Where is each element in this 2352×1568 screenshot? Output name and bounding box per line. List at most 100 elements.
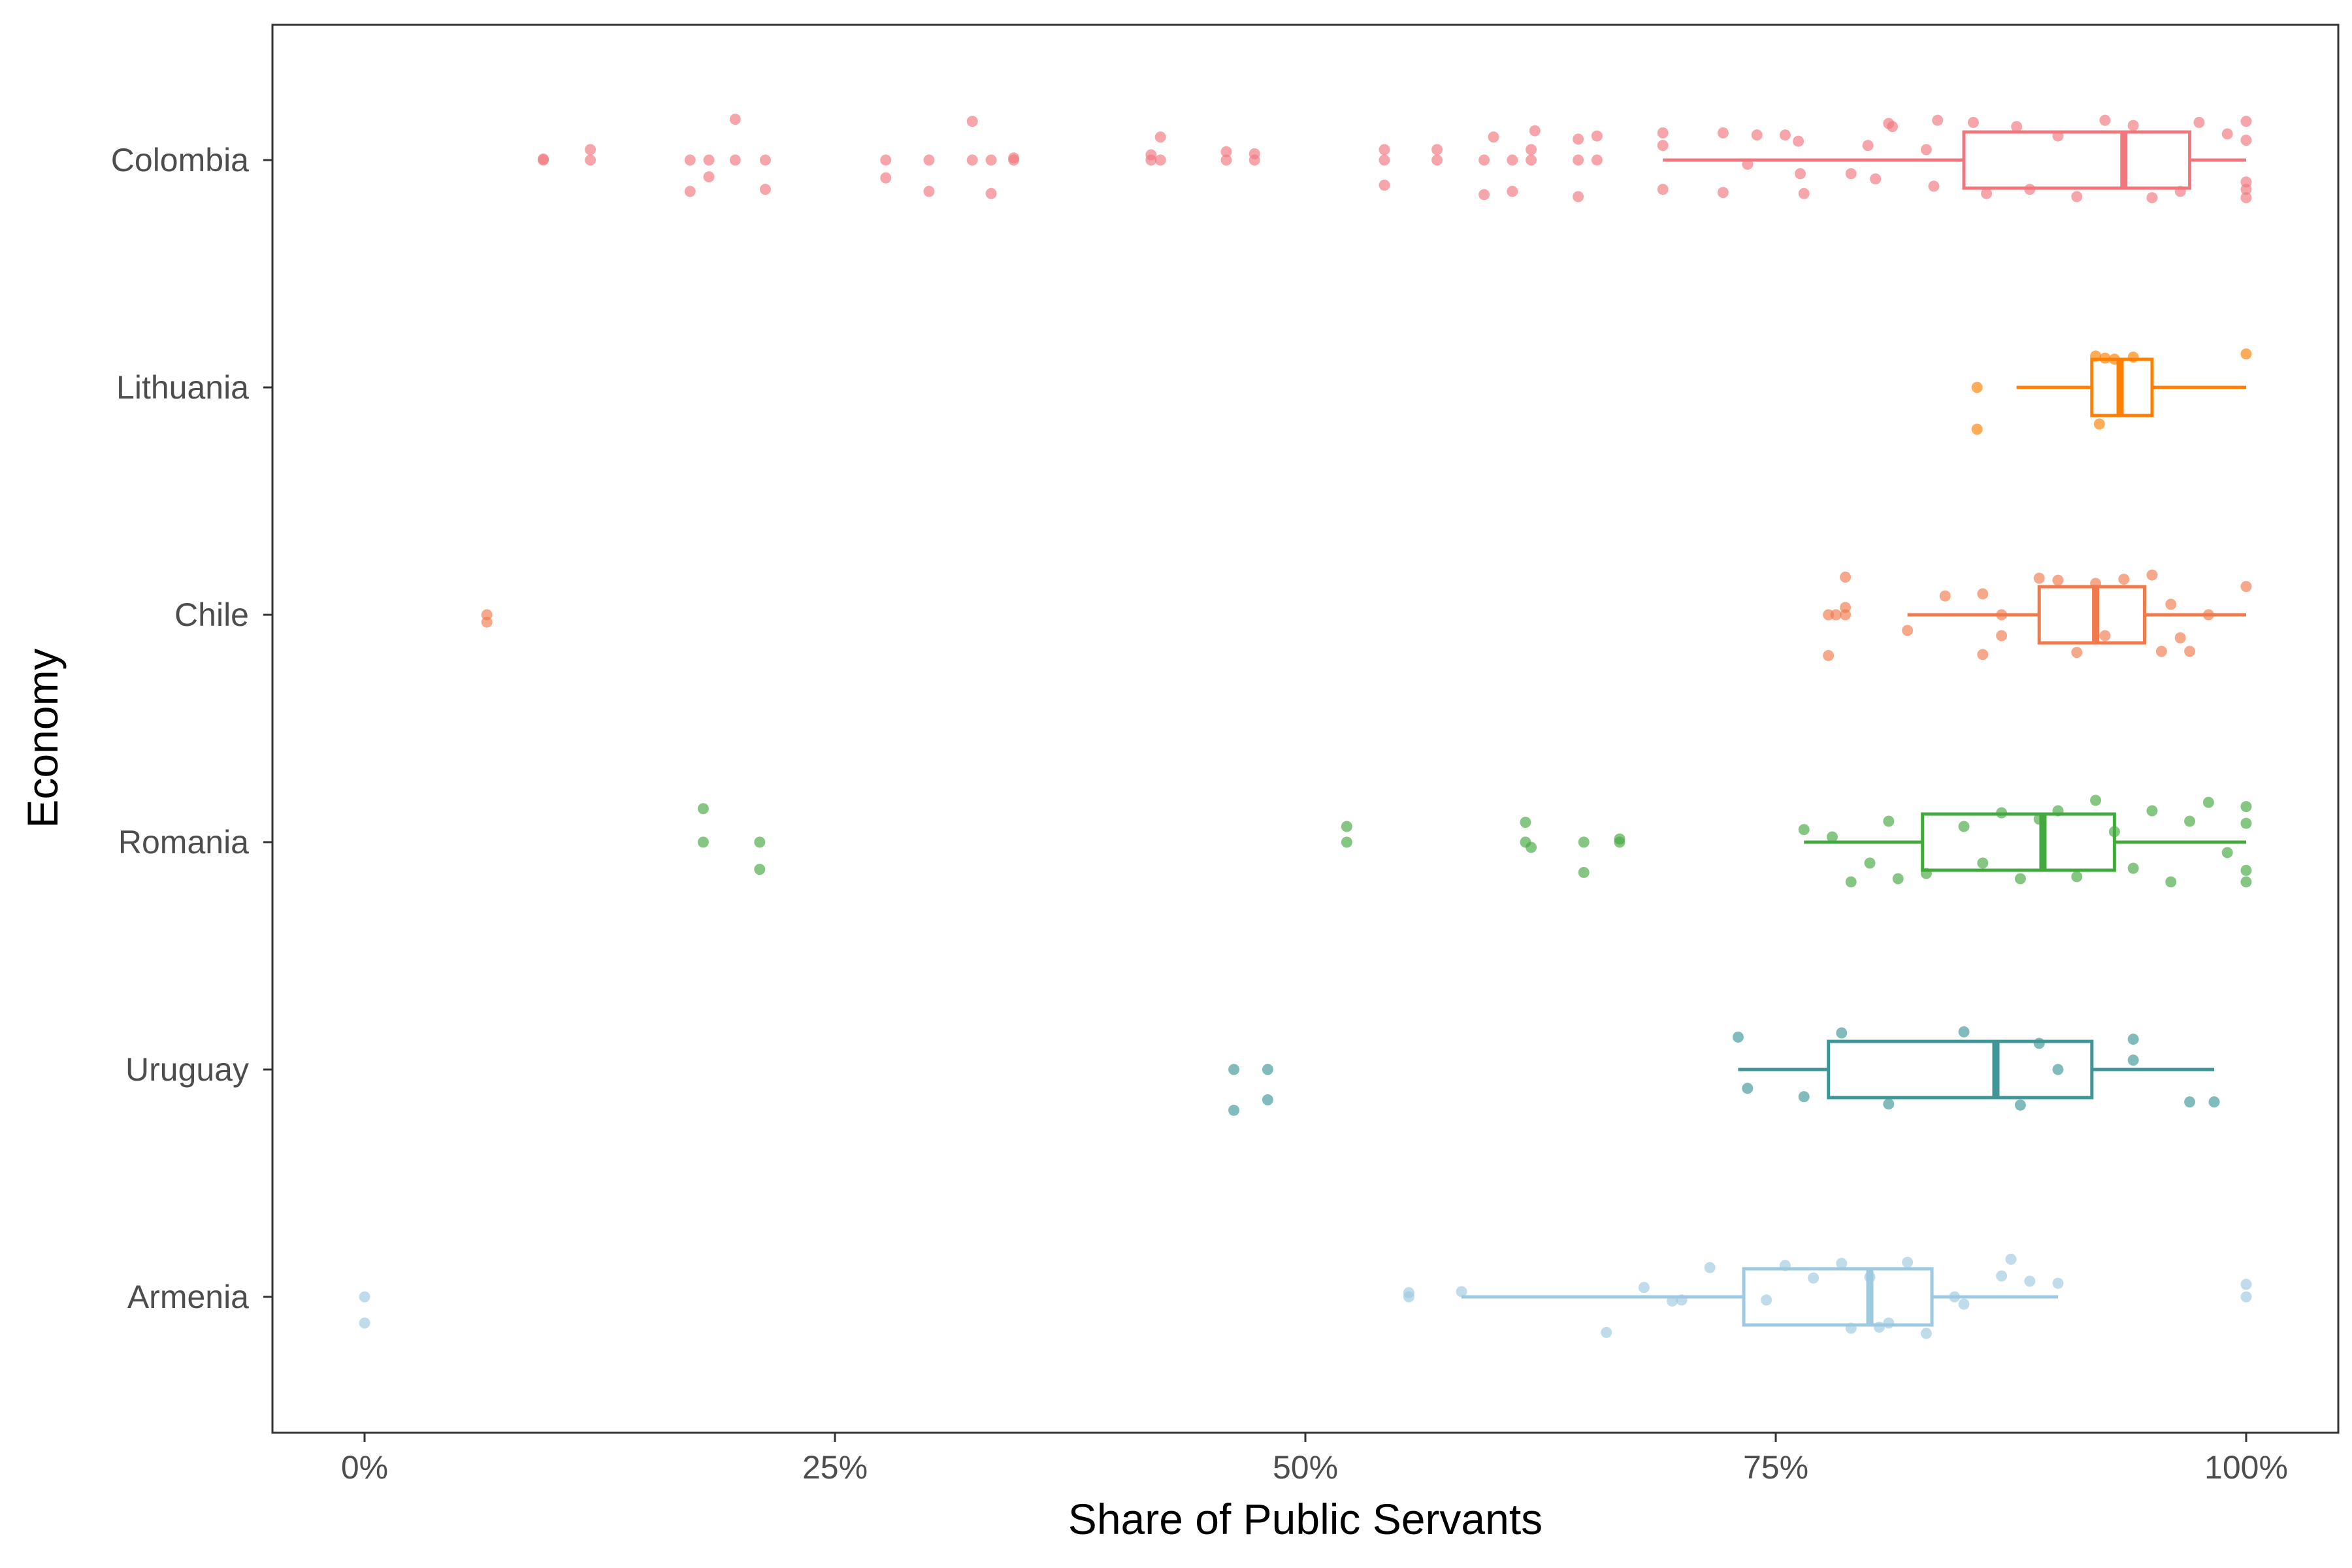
point-uruguay: [1228, 1064, 1240, 1075]
point-romania: [1996, 807, 2008, 819]
point-colombia: [1379, 179, 1390, 191]
box-armenia: [1742, 1267, 1934, 1327]
point-colombia: [1981, 188, 1993, 199]
point-lithuania: [2099, 352, 2111, 364]
point-colombia: [1657, 184, 1669, 195]
point-colombia: [1591, 154, 1603, 166]
point-romania: [754, 836, 766, 848]
point-chile: [2090, 578, 2102, 589]
point-colombia: [585, 154, 596, 166]
point-colombia: [985, 188, 997, 199]
point-colombia: [1507, 154, 1518, 166]
point-romania: [1845, 876, 1857, 888]
series-lithuania: [1971, 348, 2252, 435]
point-armenia: [359, 1291, 370, 1303]
point-colombia: [1220, 146, 1232, 157]
point-colombia: [1798, 188, 1810, 199]
point-armenia: [1667, 1295, 1678, 1307]
point-colombia: [1887, 121, 1899, 133]
chart-marks: [359, 114, 2252, 1339]
point-colombia: [1573, 191, 1584, 203]
series-uruguay: [1228, 1026, 2220, 1116]
point-romania: [2127, 862, 2139, 874]
point-armenia: [2240, 1279, 2252, 1290]
point-lithuania: [2240, 348, 2252, 360]
point-colombia: [966, 154, 978, 166]
y-axis: Colombia Lithuania Chile Romania Uruguay Arme…: [111, 142, 272, 1315]
point-colombia: [1249, 148, 1260, 159]
point-chile: [2099, 630, 2111, 642]
y-axis-title: Economy: [18, 648, 67, 828]
point-armenia: [2052, 1277, 2064, 1289]
point-colombia: [1717, 187, 1729, 199]
point-armenia: [1456, 1286, 1467, 1298]
point-colombia: [2071, 191, 2083, 203]
point-chile: [1902, 625, 1914, 636]
point-chile: [481, 616, 493, 628]
point-romania: [2240, 801, 2252, 813]
point-romania: [697, 803, 709, 815]
point-colombia: [759, 184, 771, 195]
point-romania: [1578, 836, 1590, 848]
point-colombia: [1220, 154, 1232, 166]
point-uruguay: [1742, 1083, 1754, 1094]
point-colombia: [1967, 116, 1979, 128]
point-romania: [1798, 824, 1810, 836]
point-colombia: [1154, 131, 1166, 143]
point-colombia: [1928, 180, 1940, 192]
point-colombia: [2240, 116, 2252, 127]
point-colombia: [1870, 173, 1882, 185]
point-armenia: [2240, 1291, 2252, 1303]
point-colombia: [1573, 154, 1584, 166]
point-colombia: [966, 116, 978, 127]
point-romania: [2240, 864, 2252, 876]
point-uruguay: [2014, 1099, 2026, 1111]
point-colombia: [2240, 135, 2252, 146]
point-romania: [1920, 868, 1932, 879]
point-romania: [2240, 876, 2252, 888]
point-colombia: [703, 154, 715, 166]
point-colombia: [1431, 154, 1443, 166]
point-romania: [2052, 805, 2064, 817]
point-chile: [2165, 598, 2177, 610]
point-colombia: [1657, 127, 1669, 139]
point-armenia: [359, 1317, 370, 1329]
point-chile: [1830, 609, 1842, 621]
point-armenia: [1779, 1260, 1791, 1271]
x-axis-title: Share of Public Servants: [1068, 1495, 1543, 1543]
point-uruguay: [2127, 1034, 2139, 1045]
point-colombia: [2193, 116, 2205, 128]
x-tick-label: 75%: [1743, 1449, 1808, 1486]
point-romania: [1526, 841, 1537, 853]
x-tick-label: 0%: [341, 1449, 388, 1486]
point-colombia: [923, 154, 935, 166]
point-romania: [2108, 826, 2120, 838]
point-lithuania: [2108, 353, 2120, 365]
point-chile: [1840, 571, 1852, 583]
point-colombia: [2011, 121, 2023, 133]
point-chile: [1939, 590, 1951, 602]
point-colombia: [1657, 140, 1669, 152]
point-romania: [1864, 857, 1876, 869]
point-romania: [1977, 857, 1989, 869]
point-uruguay: [1262, 1064, 1273, 1075]
point-armenia: [1601, 1326, 1612, 1338]
point-romania: [1520, 817, 1531, 828]
point-armenia: [1676, 1294, 1688, 1306]
point-romania: [1341, 836, 1352, 848]
point-chile: [1996, 609, 2008, 621]
point-colombia: [1154, 154, 1166, 166]
y-tick-label: Romania: [118, 824, 249, 860]
point-chile: [1840, 602, 1852, 613]
point-lithuania: [1971, 382, 1983, 393]
point-armenia: [1883, 1317, 1895, 1329]
series-chile: [481, 569, 2252, 661]
x-tick-label: 25%: [802, 1449, 868, 1486]
point-romania: [2240, 817, 2252, 829]
point-romania: [2146, 805, 2158, 817]
point-uruguay: [2033, 1037, 2045, 1049]
point-colombia: [2240, 176, 2252, 188]
point-colombia: [2146, 192, 2158, 204]
point-colombia: [923, 186, 935, 197]
point-colombia: [1932, 114, 1944, 126]
